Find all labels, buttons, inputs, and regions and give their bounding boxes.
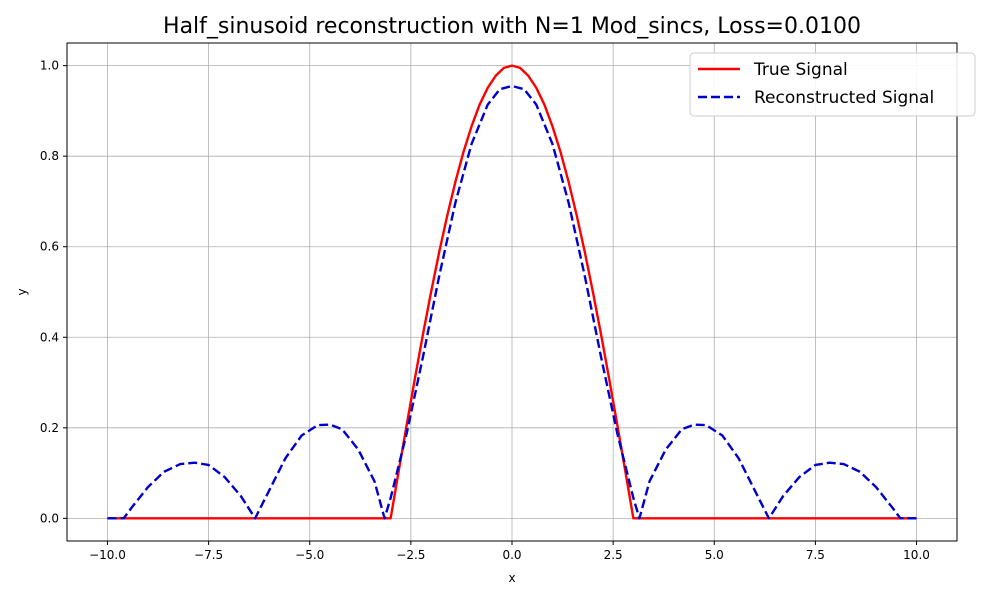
x-tick-label: −10.0	[89, 548, 126, 562]
y-tick-label: 0.8	[40, 149, 59, 163]
x-tick-label: −7.5	[194, 548, 223, 562]
y-tick-label: 1.0	[40, 59, 59, 73]
x-tick-label: 2.5	[604, 548, 623, 562]
legend: True Signal Reconstructed Signal	[689, 52, 976, 117]
ticks: −10.0 −7.5 −5.0 −2.5 0.0 2.5 5.0 7.5 10.0 0.0 0.2 0…	[40, 59, 930, 562]
x-tick-label: −5.0	[295, 548, 324, 562]
x-tick-label: 0.0	[502, 548, 521, 562]
y-tick-label: 0.0	[40, 511, 59, 525]
chart-title: Half_sinusoid reconstruction with N=1 Mo…	[163, 14, 861, 39]
x-tick-label: 10.0	[903, 548, 930, 562]
y-axis-label: y	[15, 288, 29, 295]
legend-label-reconstructed-signal: Reconstructed Signal	[754, 88, 934, 108]
x-tick-label: 7.5	[806, 548, 825, 562]
y-tick-label: 0.4	[40, 330, 59, 344]
series-line-true-signal	[107, 64, 917, 520]
x-axis-label: x	[508, 571, 515, 585]
x-tick-label: −2.5	[396, 548, 425, 562]
x-tick-label: 5.0	[705, 548, 724, 562]
legend-label-true-signal: True Signal	[753, 60, 848, 80]
y-tick-label: 0.2	[40, 421, 59, 435]
legend-box	[689, 52, 976, 117]
series-layer	[107, 64, 917, 520]
y-tick-label: 0.6	[40, 240, 59, 254]
